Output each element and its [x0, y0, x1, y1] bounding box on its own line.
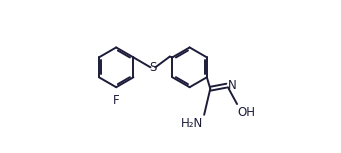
- Text: OH: OH: [238, 106, 256, 119]
- Text: F: F: [113, 94, 119, 107]
- Text: S: S: [149, 61, 157, 74]
- Text: H₂N: H₂N: [181, 117, 203, 130]
- Text: N: N: [228, 79, 237, 92]
